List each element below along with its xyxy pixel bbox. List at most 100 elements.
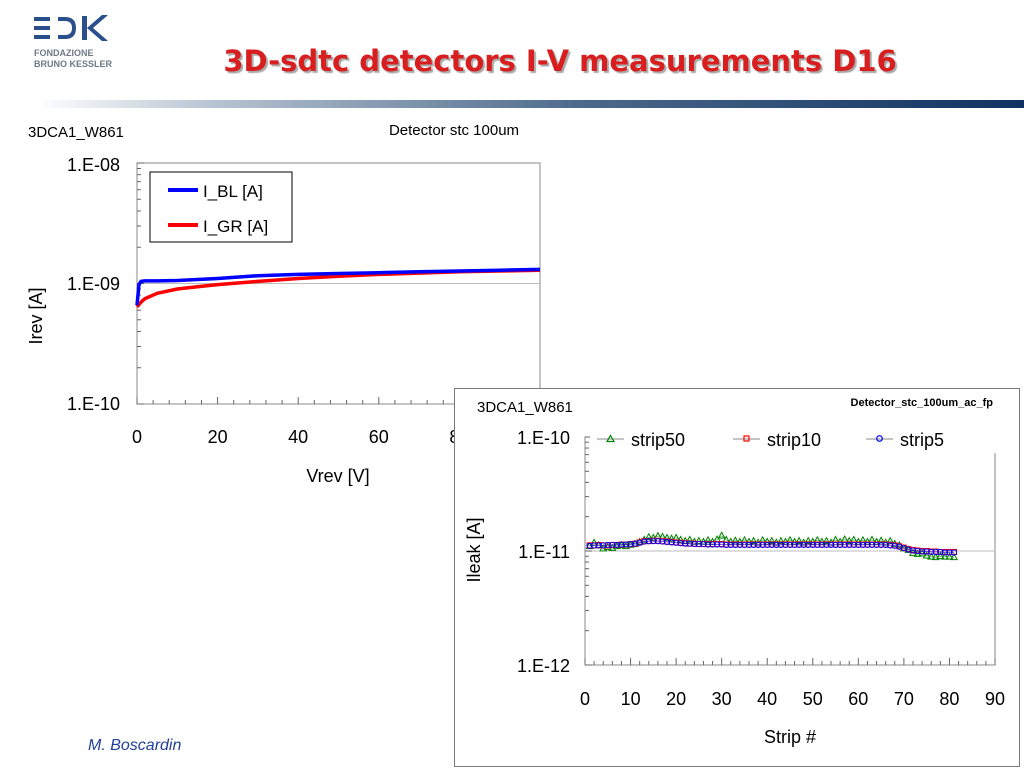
chart2-point bbox=[937, 548, 944, 556]
chart2-point bbox=[814, 541, 821, 549]
chart2-point bbox=[873, 541, 880, 549]
chart2-point bbox=[718, 541, 725, 548]
chart2-point bbox=[949, 552, 959, 561]
chart2-point bbox=[837, 541, 844, 549]
chart2-point bbox=[928, 548, 935, 556]
chart1-x-tick-label: 60 bbox=[369, 427, 389, 447]
chart1-y-tick-label: 1.E-10 bbox=[67, 394, 120, 414]
chart2-point bbox=[786, 541, 794, 549]
chart2-point bbox=[822, 536, 831, 544]
chart2-point bbox=[777, 541, 784, 549]
chart2-title: Detector_stc_100um_ac_fp bbox=[851, 397, 994, 409]
chart2-point bbox=[749, 536, 758, 544]
chart1-legend-label: I_GR [A] bbox=[203, 217, 268, 236]
chart2-point bbox=[764, 541, 771, 549]
chart2-point bbox=[595, 542, 602, 549]
chart2-legend-label: strip10 bbox=[767, 430, 821, 450]
chart2-point bbox=[922, 551, 931, 559]
chart2-corner-label: 3DCA1_W861 bbox=[477, 399, 573, 416]
chart2-point bbox=[644, 532, 653, 541]
chart1-y-tick-label: 1.E-08 bbox=[67, 155, 120, 175]
fbk-logo-mark: FONDAZIONE BRUNO KESSLER bbox=[34, 15, 113, 69]
chart2-point bbox=[604, 541, 611, 549]
chart2-point bbox=[759, 541, 766, 549]
chart2-point bbox=[940, 552, 949, 560]
chart1-y-axis-label: Irev [A] bbox=[26, 287, 46, 344]
chart2-point bbox=[818, 541, 825, 549]
chart2-point bbox=[931, 552, 940, 561]
slide-title: 3D-sdtc detectors I-V measurements D16 bbox=[223, 44, 897, 78]
chart2-x-tick-label: 90 bbox=[985, 689, 1005, 709]
chart1-x-axis-label: Vrev [V] bbox=[306, 466, 369, 486]
chart2-x-tick-label: 60 bbox=[848, 689, 868, 709]
chart2-x-tick-label: 40 bbox=[757, 689, 777, 709]
chart2-x-tick-labels: 0 10 20 30 40 50 60 70 80 90 bbox=[580, 689, 1005, 709]
chart2-point bbox=[704, 541, 712, 548]
chart1-series-line bbox=[135, 267, 541, 306]
logo-text-line2: BRUNO KESSLER bbox=[34, 59, 113, 69]
chart2-point bbox=[668, 539, 675, 546]
chart2-point bbox=[845, 536, 854, 544]
chart1-y-tick-label: 1.E-09 bbox=[67, 274, 120, 294]
chart2-point bbox=[627, 540, 634, 548]
chart2-y-tick-labels: 1.E-10 1.E-11 1.E-12 bbox=[517, 428, 570, 676]
chart2-point bbox=[676, 535, 685, 543]
chart2-point bbox=[800, 541, 807, 549]
chart2-point bbox=[622, 541, 630, 548]
chart2-point bbox=[677, 540, 684, 547]
chart2-point bbox=[694, 536, 703, 544]
chart2-point bbox=[923, 548, 930, 555]
chart2-point bbox=[936, 551, 945, 560]
chart2-point bbox=[654, 538, 661, 545]
chart2-point bbox=[832, 541, 839, 549]
chart2-point bbox=[736, 541, 743, 549]
fbk-logo: FONDAZIONE BRUNO KESSLER bbox=[34, 12, 124, 82]
chart2-legend-marker bbox=[605, 434, 616, 443]
chart2-point bbox=[773, 541, 780, 549]
chart2-point bbox=[700, 540, 707, 548]
chart2-point bbox=[850, 541, 857, 549]
chart2-point bbox=[841, 541, 848, 549]
chart2-legend-marker bbox=[876, 435, 883, 442]
chart2-point bbox=[868, 541, 876, 549]
chart2-point bbox=[823, 541, 830, 549]
chart2-point bbox=[909, 547, 917, 554]
chart2-x-tick-label: 0 bbox=[580, 689, 590, 709]
chart2-point bbox=[805, 541, 812, 549]
chart2-point bbox=[650, 538, 657, 545]
chart2-point bbox=[864, 541, 871, 549]
chart2-point bbox=[586, 542, 593, 549]
chart2-point bbox=[667, 534, 676, 542]
chart2-minor-ticks bbox=[584, 436, 996, 666]
chart2-point bbox=[855, 541, 862, 549]
chart2-point bbox=[641, 538, 648, 545]
chart2-y-tick-label: 1.E-11 bbox=[518, 542, 570, 562]
chart2-point bbox=[827, 541, 835, 549]
chart2-y-tick-label: 1.E-10 bbox=[517, 428, 570, 448]
chart1-title: Detector stc 100um bbox=[389, 122, 519, 139]
chart2-legend: strip50 strip10 strip5 bbox=[590, 429, 996, 453]
chart2-point bbox=[613, 541, 620, 549]
chart2-series bbox=[585, 531, 959, 561]
chart2-point bbox=[878, 541, 885, 549]
chart2-point bbox=[791, 541, 798, 549]
chart2-point bbox=[755, 541, 762, 549]
chart2-point bbox=[767, 536, 776, 544]
chart2-point bbox=[941, 549, 948, 556]
chart2-point bbox=[685, 535, 694, 543]
chart1-x-tick-label: 20 bbox=[208, 427, 228, 447]
chart2-point bbox=[682, 540, 689, 547]
header-rule bbox=[34, 100, 1024, 108]
chart1-x-tick-label: 0 bbox=[132, 427, 142, 447]
chart1-series bbox=[135, 267, 541, 309]
chart2-point bbox=[686, 540, 693, 547]
chart2-point bbox=[795, 536, 804, 544]
chart2-point bbox=[717, 531, 726, 539]
author-name: M. Boscardin bbox=[88, 737, 182, 754]
chart2-point bbox=[877, 536, 886, 544]
chart2-point bbox=[662, 533, 672, 541]
chart2-point bbox=[859, 541, 866, 549]
chart1-x-tick-labels: 0 20 40 60 80 bbox=[132, 427, 469, 447]
chart2-point bbox=[691, 540, 698, 548]
chart2-point bbox=[919, 548, 926, 555]
